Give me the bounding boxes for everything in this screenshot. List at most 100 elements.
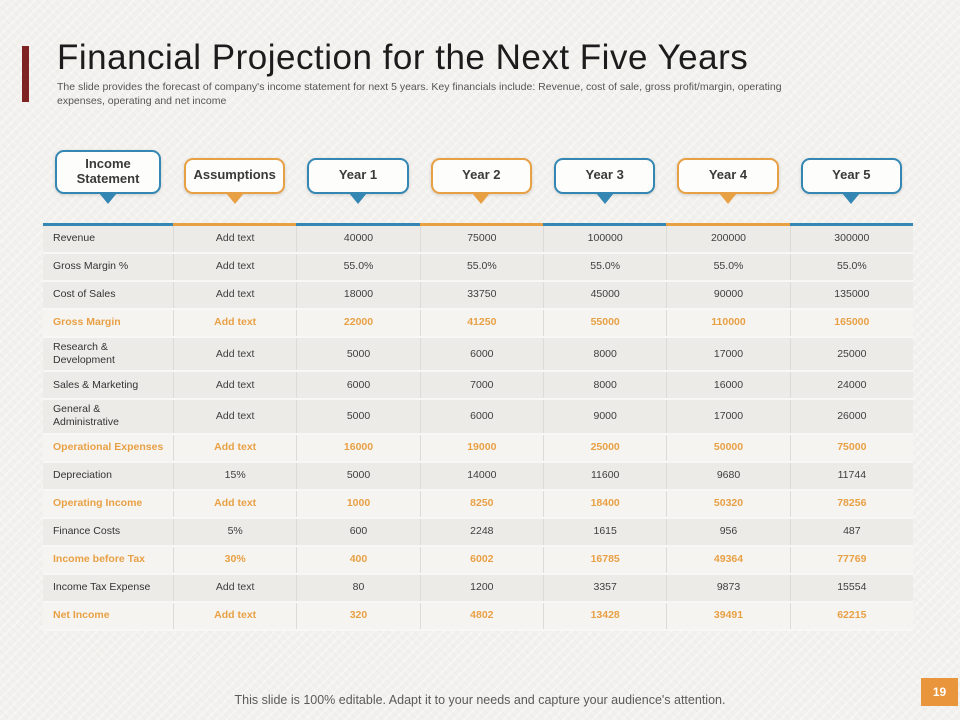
value-cell: 9000 xyxy=(543,400,666,433)
value-cell: 5000 xyxy=(296,338,419,371)
column-top-border xyxy=(43,223,173,226)
column-top-border xyxy=(419,223,543,226)
page-number-badge: 19 xyxy=(921,678,958,706)
table-row: Depreciation 15% 5000 14000 11600 9680 11744 xyxy=(43,462,913,491)
tab-year-5[interactable]: Year 5 xyxy=(800,157,902,194)
assumption-cell[interactable]: Add text xyxy=(173,338,296,371)
value-cell: 110000 xyxy=(666,310,789,336)
tab-label: Year 2 xyxy=(462,167,501,183)
value-cell: 165000 xyxy=(789,310,913,336)
value-cell: 1615 xyxy=(543,518,666,545)
row-label: Income before Tax xyxy=(53,552,145,565)
value-cell: 11744 xyxy=(789,462,913,489)
column-top-border xyxy=(666,223,790,226)
row-label: Revenue xyxy=(53,232,96,245)
assumption-cell[interactable]: Add text xyxy=(173,574,296,601)
value-cell: 24000 xyxy=(789,372,913,399)
assumption-cell[interactable]: Add text xyxy=(173,254,296,280)
row-label: Depreciation xyxy=(53,468,112,481)
tab-pointer-arrow-icon xyxy=(472,192,491,204)
value-cell: 7000 xyxy=(419,372,543,399)
assumption-cell[interactable]: Add text xyxy=(173,282,296,308)
assumption-cell[interactable]: Add text xyxy=(173,226,296,252)
value-cell: 16785 xyxy=(543,546,666,573)
tab-cell-year-5: Year 5 xyxy=(790,157,913,204)
row-label: Research & Development xyxy=(53,341,115,367)
value-cell: 200000 xyxy=(666,226,789,252)
row-label: Sales & Marketing xyxy=(53,378,139,391)
tab-cell-year-1: Year 1 xyxy=(296,157,419,204)
value-cell: 33750 xyxy=(419,282,543,308)
assumption-cell: 5% xyxy=(173,518,296,545)
assumption-cell[interactable]: Add text xyxy=(173,602,296,629)
row-label: Net Income xyxy=(53,608,110,621)
value-cell: 22000 xyxy=(296,310,419,336)
tab-cell-year-2: Year 2 xyxy=(420,157,543,204)
value-cell: 8250 xyxy=(419,490,543,517)
value-cell: 50320 xyxy=(666,490,789,517)
value-cell: 16000 xyxy=(296,434,419,461)
table-row: Operational Expenses Add text 16000 19000 25… xyxy=(43,434,913,463)
row-label: Gross Margin xyxy=(53,316,121,329)
value-cell: 40000 xyxy=(296,226,419,252)
value-cell: 55.0% xyxy=(543,254,666,280)
tab-income-statement[interactable]: Income Statement xyxy=(54,150,162,194)
table-row: Research & Development Add text 5000 6000 80… xyxy=(43,338,913,373)
value-cell: 50000 xyxy=(666,434,789,461)
table-row: Operating Income Add text 1000 8250 18400 503… xyxy=(43,490,913,519)
value-cell: 75000 xyxy=(789,434,913,461)
value-cell: 45000 xyxy=(543,282,666,308)
tab-label: Year 4 xyxy=(708,167,748,183)
row-label: Income Tax Expense xyxy=(53,580,151,593)
value-cell: 19000 xyxy=(419,434,543,461)
row-label: Operational Expenses xyxy=(53,440,164,453)
value-cell: 55.0% xyxy=(666,254,789,280)
value-cell: 25000 xyxy=(543,434,666,461)
table-row: Gross Margin % Add text 55.0% 55.0% 55.0% 55.… xyxy=(43,254,913,282)
value-cell: 400 xyxy=(296,546,419,573)
tab-assumptions[interactable]: Assumptions xyxy=(184,157,286,194)
value-cell: 16000 xyxy=(666,372,789,399)
column-tabs: Income Statement Assumptions Year 1 Year 2 Y… xyxy=(43,150,913,204)
tab-year-3[interactable]: Year 3 xyxy=(554,157,656,194)
tab-label: Assumptions xyxy=(193,167,276,183)
value-cell: 18400 xyxy=(543,490,666,517)
value-cell: 80 xyxy=(296,574,419,601)
value-cell: 3357 xyxy=(543,574,666,601)
tab-pointer-arrow-icon xyxy=(718,192,737,204)
tab-pointer-arrow-icon xyxy=(842,192,861,204)
assumption-cell[interactable]: Add text xyxy=(173,400,296,433)
row-label: General & Administrative xyxy=(53,403,119,429)
value-cell: 6000 xyxy=(419,400,543,433)
assumption-cell[interactable]: Add text xyxy=(173,434,296,461)
column-top-border xyxy=(173,223,297,226)
table-row: Income before Tax 30% 400 6002 16785 49364 777… xyxy=(43,546,913,575)
table-row: Revenue Add text 40000 75000 100000 200000 300… xyxy=(43,226,913,254)
assumption-cell: 30% xyxy=(173,546,296,573)
column-top-border xyxy=(789,223,913,226)
assumption-cell[interactable]: Add text xyxy=(173,310,296,336)
tab-pointer-arrow-icon xyxy=(225,192,244,204)
table-row: Gross Margin Add text 22000 41250 55000 11000… xyxy=(43,310,913,338)
table-top-border xyxy=(43,223,913,226)
tab-year-1[interactable]: Year 1 xyxy=(307,157,409,194)
row-label: Gross Margin % xyxy=(53,260,129,273)
column-top-border xyxy=(296,223,420,226)
value-cell: 6002 xyxy=(419,546,543,573)
value-cell: 26000 xyxy=(789,400,913,433)
table-row: Finance Costs 5% 600 2248 1615 956 487 xyxy=(43,518,913,547)
tab-cell-assumptions: Assumptions xyxy=(173,157,296,204)
assumption-cell[interactable]: Add text xyxy=(173,372,296,399)
tab-year-4[interactable]: Year 4 xyxy=(677,157,779,194)
tab-cell-income-statement: Income Statement xyxy=(43,150,173,204)
value-cell: 49364 xyxy=(666,546,789,573)
value-cell: 9680 xyxy=(666,462,789,489)
table-row: Cost of Sales Add text 18000 33750 45000 9000… xyxy=(43,282,913,310)
assumption-cell[interactable]: Add text xyxy=(173,490,296,517)
value-cell: 5000 xyxy=(296,400,419,433)
tab-year-2[interactable]: Year 2 xyxy=(430,157,532,194)
value-cell: 17000 xyxy=(666,400,789,433)
value-cell: 6000 xyxy=(296,372,419,399)
tab-pointer-arrow-icon xyxy=(348,192,367,204)
tab-cell-year-3: Year 3 xyxy=(543,157,666,204)
